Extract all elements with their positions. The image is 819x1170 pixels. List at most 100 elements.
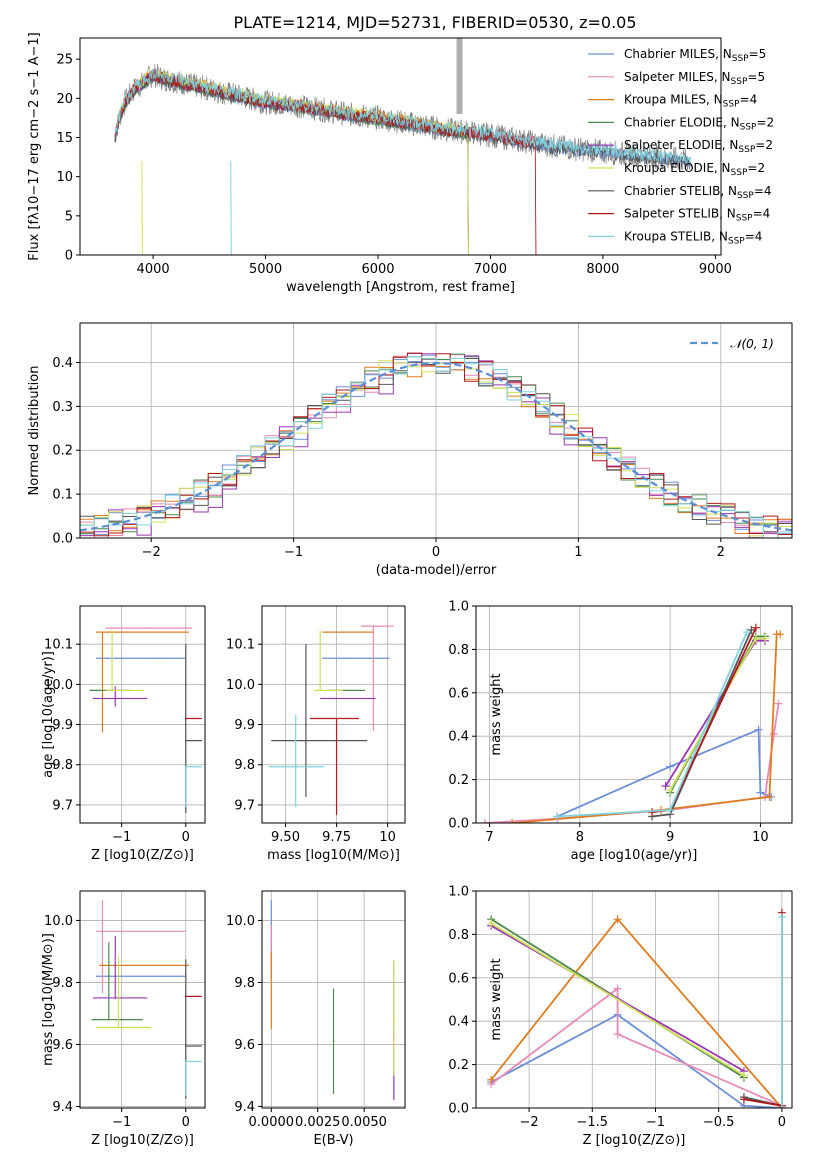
legend-label-3: Chabrier ELODIE, NSSP=2 — [624, 115, 774, 132]
x-tick-label: −2 — [142, 545, 161, 560]
axes-frame — [475, 890, 793, 1109]
plot-area-age_vs_mass — [262, 606, 405, 823]
x-axis-label: E(B-V) — [313, 1133, 353, 1148]
x-tick-label: 9.75 — [322, 830, 351, 845]
y-tick-label: 9.4 — [52, 1100, 73, 1115]
data-point — [159, 975, 161, 978]
plot-area-weight_vs_age — [476, 606, 792, 823]
axes-frame — [79, 322, 793, 539]
y-tick-label: 0.4 — [448, 1015, 469, 1030]
axes-frame — [261, 890, 406, 1109]
weight-marker — [613, 1030, 622, 1039]
x-tick-label: 8 — [576, 830, 584, 845]
legend-label-7: Salpeter STELIB, NSSP=4 — [624, 207, 770, 224]
legend-label-2: Kroupa MILES, NSSP=4 — [624, 93, 757, 110]
weight-marker — [739, 1071, 748, 1080]
y-tick-label: 0.6 — [448, 971, 469, 986]
y-tick-label: 20 — [56, 92, 73, 107]
weight-marker — [756, 788, 765, 797]
weight-marker — [739, 1095, 748, 1104]
x-tick-label: −1 — [284, 545, 303, 560]
data-point — [146, 627, 149, 629]
y-tick-label: 10.0 — [44, 914, 73, 929]
data-point — [350, 657, 352, 660]
data-point — [329, 697, 332, 700]
panel-residual: −2 −1 0 1 2 0.0 0.1 0.2 0.3 0.4 (data-model)/error… — [27, 322, 793, 578]
data-point — [111, 689, 113, 692]
y-axis-label: mass [log10(M/M⊙)] — [41, 933, 56, 1066]
x-tick-label: 0 — [182, 1115, 190, 1130]
model-dip — [141, 160, 143, 255]
legend-label-5: Kroupa ELODIE, NSSP=2 — [624, 161, 765, 178]
weight-series-4 — [490, 924, 745, 1072]
legend-label-4: Salpeter ELODIE, NSSP=2 — [624, 138, 773, 155]
y-tick-label: 0.4 — [448, 730, 469, 745]
weight-marker — [487, 1075, 496, 1084]
weight-series-5 — [490, 922, 745, 1077]
y-tick-label: 9.7 — [52, 798, 73, 813]
x-tick-label: 2 — [717, 545, 725, 560]
data-point — [393, 1018, 395, 1021]
x-tick-label: −1 — [646, 1115, 665, 1130]
panel-weight_vs_age: 7 8 9 10 0.0 0.2 0.4 0.6 0.8 1.0 age [log10(age/yr… — [448, 600, 793, 863]
y-tick-label: 9.8 — [234, 976, 255, 991]
weight-series-7 — [743, 912, 783, 1107]
x-tick-label: 0.0000 — [249, 1115, 295, 1130]
x-axis-label: Z [log10(Z/Z⊙)] — [91, 1133, 194, 1148]
y-tick-label: 9.6 — [234, 1038, 255, 1053]
spectrum-legend: Chabrier MILES, NSSP=5 Salpeter MILES, NS… — [588, 47, 774, 246]
weight-marker — [648, 808, 657, 817]
x-tick-label: 0.0025 — [295, 1115, 341, 1130]
y-axis-label: Flux [fλ10−17 erg cm−2 s−1 A−1] — [27, 32, 42, 260]
data-point — [319, 689, 322, 692]
weight-marker — [666, 762, 675, 771]
weight-series-8 — [557, 631, 748, 818]
data-point — [114, 997, 117, 999]
y-tick-label: 15 — [56, 131, 73, 146]
data-point — [305, 739, 307, 742]
weight-series-3 — [669, 635, 765, 794]
weight-marker — [754, 725, 763, 734]
x-tick-label: −1 — [112, 1115, 131, 1130]
weight-marker — [777, 1104, 786, 1108]
legend-label-8: Kroupa STELIB, NSSP=4 — [624, 229, 762, 246]
data-point — [335, 717, 338, 720]
x-axis-label: mass [log10(M/M⊙)] — [267, 848, 400, 863]
y-tick-label: 0 — [65, 249, 73, 264]
model-spectrum-1 — [114, 69, 537, 255]
y-axis-label: mass weight — [489, 673, 504, 755]
x-tick-label: 8000 — [586, 262, 619, 277]
data-point — [159, 657, 161, 660]
data-point — [184, 717, 187, 720]
y-tick-label: 0.2 — [448, 1058, 469, 1073]
plot-area-spectrum — [114, 38, 691, 255]
x-tick-label: 4000 — [137, 262, 170, 277]
y-tick-label: 0.2 — [52, 444, 73, 459]
panel-spectrum: 4000 5000 6000 7000 8000 9000 0 5 10 15 20 25 wavele… — [27, 32, 774, 295]
weight-marker — [661, 782, 670, 791]
weight-marker — [666, 805, 675, 814]
y-tick-label: 9.7 — [234, 798, 255, 813]
data-point — [184, 1045, 187, 1047]
y-tick-label: 0.8 — [448, 643, 469, 658]
weight-marker — [774, 699, 783, 708]
axes-frame — [475, 605, 793, 824]
x-tick-label: 0.0050 — [341, 1115, 387, 1130]
y-axis-label: age [log10(age/yr)] — [41, 651, 56, 778]
histogram-6 — [80, 358, 792, 533]
y-tick-label: 9.9 — [52, 718, 73, 733]
data-point — [117, 1026, 120, 1029]
data-point — [184, 765, 187, 768]
y-tick-label: 0.0 — [52, 532, 73, 547]
data-point — [341, 631, 344, 633]
plot-area-mass_vs_EBV — [262, 891, 405, 1108]
data-point — [184, 995, 187, 998]
data-point — [294, 765, 297, 768]
y-tick-label: 0.0 — [448, 817, 469, 832]
weight-marker — [769, 730, 778, 739]
y-tick-label: 9.9 — [234, 718, 255, 733]
y-tick-label: 10 — [56, 170, 73, 185]
y-axis-label: Normed distribution — [27, 366, 42, 496]
x-axis-label: (data-model)/error — [376, 563, 497, 578]
data-point — [184, 1060, 187, 1063]
